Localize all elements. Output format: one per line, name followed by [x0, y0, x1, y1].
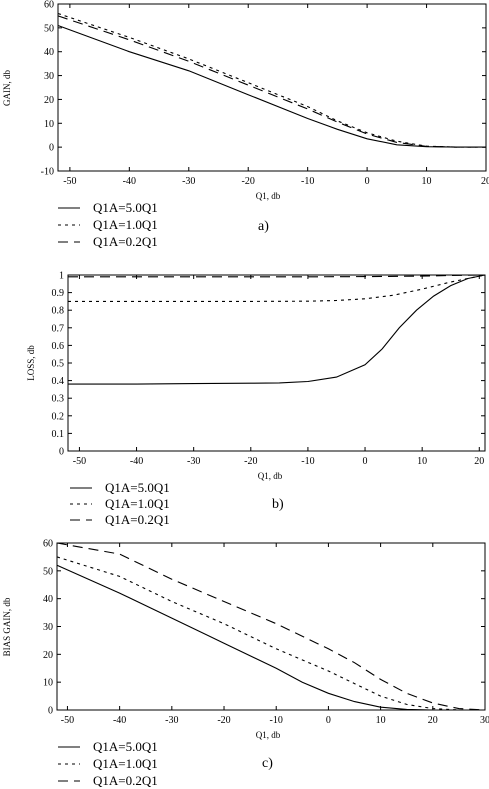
- y-tick-label: 20: [44, 95, 54, 106]
- x-tick-label: -50: [63, 176, 76, 187]
- x-tick-label: -10: [301, 176, 314, 187]
- series-line-3: [68, 274, 486, 278]
- chart-1: -50 -40 -30 -20 -10 0 10 20 -10 0 10 20 30 40 50 60 Q1, …: [2, 0, 489, 249]
- x-tick-label: -30: [187, 456, 200, 467]
- x-tick-label: 0: [365, 176, 370, 187]
- y-axis-label: GAIN, db: [2, 70, 12, 106]
- x-tick-label: -10: [270, 715, 283, 726]
- y-tick-label: 0.9: [52, 288, 65, 299]
- x-axis-label: Q1, db: [256, 191, 281, 201]
- legend: Q1A=5.0Q1 Q1A=1.0Q1 Q1A=0.2Q1: [58, 200, 158, 249]
- legend-label-1: Q1A=5.0Q1: [93, 200, 158, 215]
- y-tick-label: 50: [43, 566, 53, 577]
- panel-label: b): [272, 497, 284, 512]
- x-tick-label: -20: [244, 456, 257, 467]
- x-tick-label: 10: [417, 456, 427, 467]
- x-tick-label: -30: [182, 176, 195, 187]
- x-tick-label: -40: [130, 456, 143, 467]
- y-tick-label: 0.7: [52, 323, 65, 334]
- x-tick-label: -10: [301, 456, 314, 467]
- x-tick-label: -20: [242, 176, 255, 187]
- legend-label-3: Q1A=0.2Q1: [93, 234, 158, 249]
- x-tick-label: -20: [217, 715, 230, 726]
- x-tick-label: 20: [481, 176, 489, 187]
- plot-frame: [56, 542, 486, 711]
- y-axis-label: LOSS, db: [26, 345, 36, 381]
- x-axis-label: Q1, db: [256, 730, 281, 740]
- y-tick-label: 60: [44, 0, 54, 11]
- x-tick-label: 20: [428, 715, 438, 726]
- x-tick-label: 20: [474, 456, 484, 467]
- panel-label: a): [258, 219, 269, 234]
- series-line-1: [57, 24, 486, 148]
- y-tick-label: 40: [43, 594, 53, 605]
- x-tick-label: -30: [165, 715, 178, 726]
- panel-label: c): [262, 756, 273, 771]
- y-tick-label: -10: [41, 167, 54, 178]
- y-tick-label: 10: [44, 119, 54, 130]
- y-tick-label: 0.4: [52, 376, 65, 387]
- x-tick-label: -50: [61, 715, 74, 726]
- chart-3: -50 -40 -30 -20 -10 0 10 20 30 0 10 20 30 40 50 60 Q1, d…: [2, 539, 489, 789]
- series-line-2: [56, 556, 485, 711]
- series-line-2: [68, 274, 486, 302]
- legend-label-3: Q1A=0.2Q1: [105, 512, 170, 527]
- series-line-2: [57, 12, 486, 148]
- y-tick-label: 1: [59, 271, 64, 282]
- y-tick-label: 0: [48, 706, 53, 717]
- chart-2: -50 -40 -30 -20 -10 0 10 20 0 0.1 0.2 0.3 0.4 0.5 0.6 0…: [26, 271, 486, 527]
- legend: Q1A=5.0Q1 Q1A=1.0Q1 Q1A=0.2Q1: [58, 739, 158, 788]
- plot-frame: [67, 274, 486, 452]
- y-tick-label: 30: [43, 622, 53, 633]
- x-tick-label: 10: [376, 715, 386, 726]
- x-tick-label: 30: [480, 715, 489, 726]
- legend-label-2: Q1A=1.0Q1: [93, 756, 158, 771]
- x-tick-label: 10: [422, 176, 432, 187]
- series-line-1: [68, 274, 486, 385]
- x-tick-label: 0: [363, 456, 368, 467]
- y-tick-label: 10: [43, 678, 53, 689]
- y-tick-label: 0.6: [52, 341, 65, 352]
- legend-label-1: Q1A=5.0Q1: [93, 739, 158, 754]
- legend-label-1: Q1A=5.0Q1: [105, 480, 170, 495]
- x-axis-label: Q1, db: [258, 471, 283, 481]
- y-tick-label: 0.3: [52, 394, 65, 405]
- y-tick-label: 60: [43, 539, 53, 550]
- series-line-1: [56, 564, 485, 711]
- plot-frame: [57, 3, 487, 172]
- y-axis-label: BIAS GAIN, db: [2, 597, 12, 656]
- y-tick-label: 0.1: [52, 429, 65, 440]
- y-tick-label: 30: [44, 71, 54, 82]
- y-tick-label: 20: [43, 650, 53, 661]
- x-tick-label: -40: [113, 715, 126, 726]
- legend-label-2: Q1A=1.0Q1: [93, 217, 158, 232]
- y-tick-label: 0: [59, 447, 64, 458]
- y-tick-label: 0: [49, 143, 54, 154]
- y-tick-label: 40: [44, 47, 54, 58]
- series-line-3: [56, 542, 486, 711]
- legend-label-3: Q1A=0.2Q1: [93, 773, 158, 788]
- legend-label-2: Q1A=1.0Q1: [105, 496, 170, 511]
- x-tick-label: -40: [123, 176, 136, 187]
- series-line-3: [57, 15, 486, 148]
- y-tick-label: 0.5: [52, 359, 65, 370]
- x-tick-label: 0: [326, 715, 331, 726]
- x-tick-label: -50: [73, 456, 86, 467]
- y-tick-label: 0.2: [52, 411, 65, 422]
- y-tick-label: 0.8: [52, 306, 65, 317]
- y-tick-label: 50: [44, 23, 54, 34]
